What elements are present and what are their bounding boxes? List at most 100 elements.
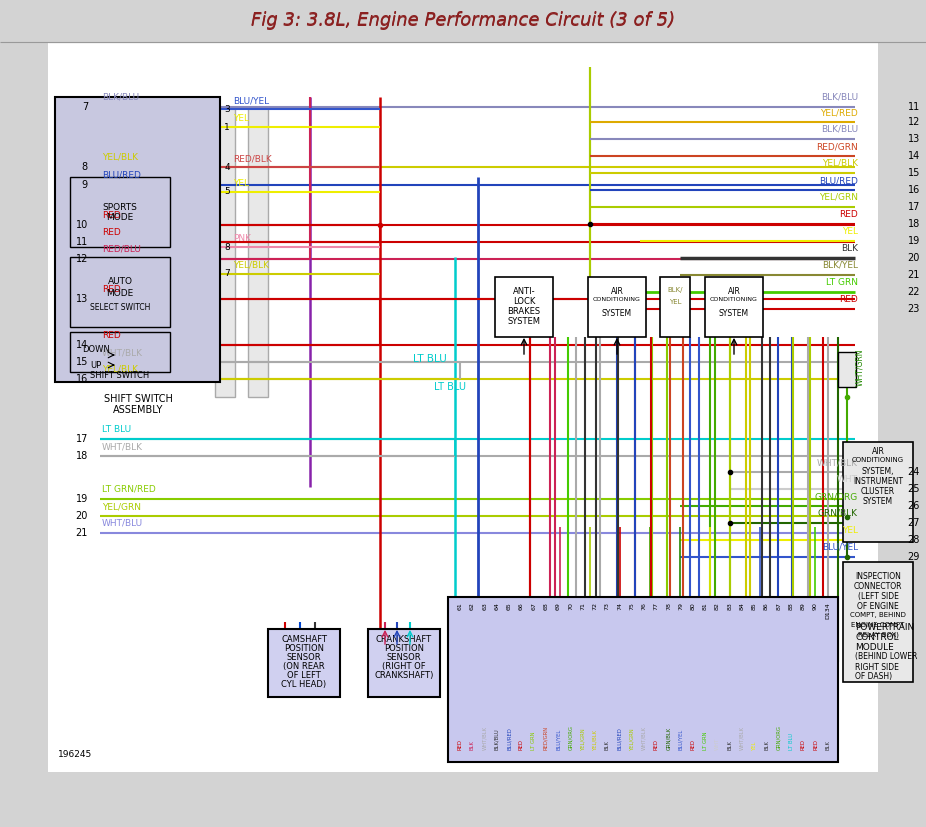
Text: 27: 27 [907, 518, 920, 528]
Text: YEL: YEL [752, 741, 757, 750]
Text: 3: 3 [224, 104, 230, 113]
Text: 76: 76 [642, 602, 646, 609]
Text: WHT/BLK: WHT/BLK [482, 726, 487, 750]
Text: 14: 14 [76, 340, 88, 350]
Text: ENGINE COMPT: ENGINE COMPT [851, 622, 905, 628]
Text: LOCK: LOCK [513, 297, 535, 306]
Text: AIR: AIR [728, 287, 741, 296]
FancyBboxPatch shape [843, 562, 913, 682]
Text: 25: 25 [907, 484, 920, 494]
Text: BLK/BLU: BLK/BLU [102, 93, 139, 102]
Text: WHT/GRN: WHT/GRN [855, 348, 864, 385]
Text: 7: 7 [81, 102, 88, 112]
Text: YEL: YEL [669, 299, 682, 305]
Text: YEL/BLK: YEL/BLK [593, 729, 597, 750]
Text: 4: 4 [224, 162, 230, 171]
Text: SYSTEM,: SYSTEM, [862, 467, 895, 476]
Text: 89: 89 [801, 602, 806, 609]
Text: BLK: BLK [825, 740, 831, 750]
Text: RED: RED [519, 739, 524, 750]
Text: 74: 74 [617, 602, 622, 610]
Text: LT GRN/RED: LT GRN/RED [102, 485, 156, 494]
Text: 68: 68 [544, 602, 548, 609]
Text: CONTROL: CONTROL [855, 633, 898, 642]
Text: SENSOR: SENSOR [387, 653, 421, 662]
Text: YEL: YEL [842, 227, 858, 236]
Text: CONNECTOR: CONNECTOR [854, 582, 902, 591]
Text: RIGHT SIDE: RIGHT SIDE [855, 662, 899, 672]
Text: 84: 84 [740, 602, 745, 609]
Text: D134: D134 [825, 602, 831, 619]
Text: 21: 21 [76, 528, 88, 538]
Text: INSTRUMENT: INSTRUMENT [853, 477, 903, 486]
FancyBboxPatch shape [0, 0, 926, 40]
Text: YEL/GRN: YEL/GRN [819, 193, 858, 202]
Text: 11: 11 [76, 237, 88, 247]
Text: RED/GRN: RED/GRN [816, 142, 858, 151]
Text: YEL/BLK: YEL/BLK [822, 159, 858, 168]
Text: BLK/YEL: BLK/YEL [822, 261, 858, 270]
Text: RED/BLK: RED/BLK [233, 154, 271, 163]
Text: 80: 80 [691, 602, 695, 609]
Text: 8: 8 [81, 162, 88, 172]
Text: LT BLU: LT BLU [789, 733, 794, 750]
Text: LT BLU: LT BLU [102, 425, 131, 434]
Text: YEL/RED: YEL/RED [820, 108, 858, 117]
Text: 19: 19 [907, 236, 920, 246]
Text: AIR: AIR [610, 287, 623, 296]
Text: BLU/YEL: BLU/YEL [678, 729, 683, 750]
Text: OF DASH): OF DASH) [855, 672, 892, 681]
Text: LT GRN: LT GRN [826, 278, 858, 287]
Text: YEL/BLK: YEL/BLK [102, 153, 138, 162]
Text: 13: 13 [907, 134, 920, 144]
Text: BLU/RED: BLU/RED [617, 727, 622, 750]
Text: WHT/BLK: WHT/BLK [102, 442, 143, 451]
Text: RED: RED [102, 211, 120, 220]
Text: 20: 20 [907, 253, 920, 263]
Text: BLU/RED: BLU/RED [507, 727, 512, 750]
FancyBboxPatch shape [843, 442, 913, 542]
Text: 21: 21 [907, 270, 920, 280]
Text: COMPT, BEHIND: COMPT, BEHIND [850, 612, 906, 618]
Text: CAMSHAFT: CAMSHAFT [281, 635, 327, 644]
FancyBboxPatch shape [268, 629, 340, 697]
Text: CYL HEAD): CYL HEAD) [282, 680, 327, 689]
Text: LT GRN: LT GRN [532, 732, 536, 750]
FancyBboxPatch shape [660, 277, 690, 337]
Text: 196245: 196245 [58, 750, 93, 759]
Text: POSITION: POSITION [384, 644, 424, 653]
Text: YEL/GRN: YEL/GRN [581, 728, 585, 750]
Text: BLK: BLK [605, 740, 609, 750]
Text: OF ENGINE: OF ENGINE [857, 602, 899, 611]
Text: WHT/BLK: WHT/BLK [102, 348, 143, 357]
Text: BLU/YEL: BLU/YEL [822, 543, 858, 552]
Text: 73: 73 [605, 602, 609, 610]
Text: (BEHIND LOWER: (BEHIND LOWER [855, 653, 918, 662]
Text: WHT/BLU: WHT/BLU [102, 519, 144, 528]
Text: 7: 7 [224, 270, 230, 279]
Text: ANTI-: ANTI- [513, 287, 535, 296]
Text: (ON REAR: (ON REAR [283, 662, 325, 671]
FancyBboxPatch shape [70, 332, 170, 372]
Text: 63: 63 [482, 602, 487, 609]
Text: YEL/BLK: YEL/BLK [102, 365, 138, 374]
Text: 10: 10 [76, 220, 88, 230]
Text: BLK/BLU: BLK/BLU [494, 729, 499, 750]
Text: INSPECTION: INSPECTION [855, 572, 901, 581]
Text: 1: 1 [224, 122, 230, 131]
Text: YEL/GRN: YEL/GRN [102, 502, 141, 511]
Text: RELAY BOX): RELAY BOX) [857, 632, 898, 638]
Text: RED/BLU: RED/BLU [102, 245, 141, 254]
Text: YEL: YEL [233, 179, 249, 188]
Text: RED: RED [654, 739, 658, 750]
Text: 77: 77 [654, 602, 658, 610]
Text: GRN/ORG: GRN/ORG [815, 492, 858, 501]
Text: 71: 71 [581, 602, 585, 609]
Text: 87: 87 [776, 602, 782, 609]
Text: 65: 65 [507, 602, 512, 609]
FancyBboxPatch shape [368, 629, 440, 697]
Text: BLK/BLU: BLK/BLU [820, 125, 858, 134]
Text: OF LEFT: OF LEFT [287, 671, 321, 680]
Text: BLU/RED: BLU/RED [102, 171, 141, 180]
FancyBboxPatch shape [705, 277, 763, 337]
